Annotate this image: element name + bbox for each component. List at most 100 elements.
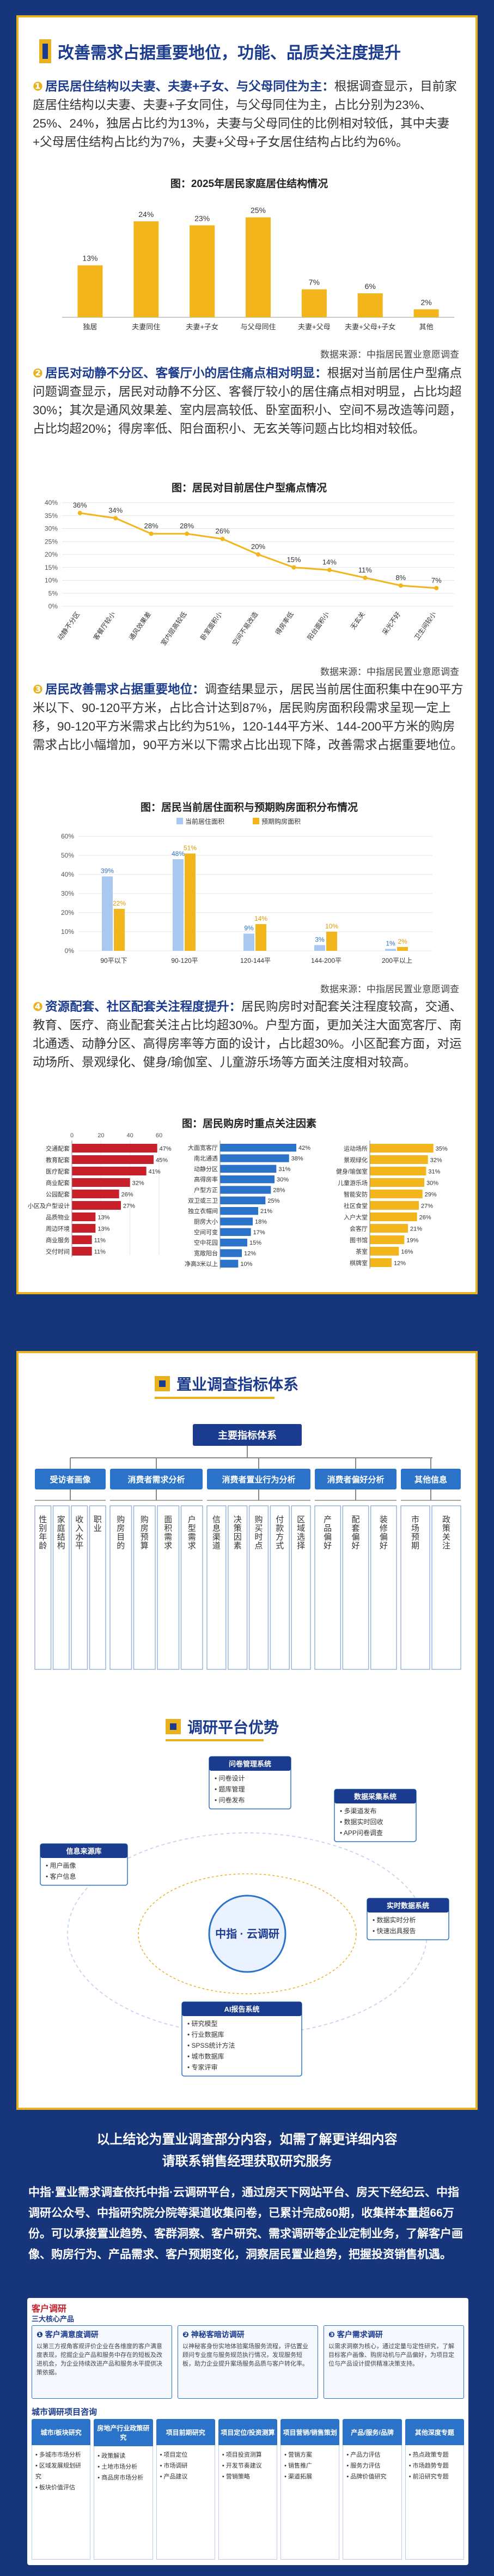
data-label: 42%: [298, 1145, 310, 1151]
x-tick-label: 40: [127, 1132, 133, 1139]
data-label: 14%: [322, 558, 337, 566]
item-node-label: 面: [164, 1515, 172, 1524]
item-node-label: 装: [380, 1515, 388, 1524]
indicator-heading: 置业调查指标体系: [155, 1373, 298, 1395]
center-node: [208, 1895, 286, 1973]
advantage-heading: 调研平台优势: [166, 1716, 279, 1738]
item-node: [314, 1505, 341, 1670]
x-tick-label: 室内层高较低: [159, 610, 188, 647]
bar: [357, 293, 383, 317]
y-tick-label: 独立衣帽间: [188, 1207, 218, 1215]
data-platform-node-header: [334, 1789, 416, 1803]
group-node-label: 受访者画像: [50, 1475, 91, 1485]
y-tick-label: 50%: [61, 852, 74, 859]
y-tick-label: 40%: [45, 499, 58, 506]
item-node-label: 求: [164, 1541, 172, 1551]
product-card-text: 以需求洞察为核心，通过定量与定性研究，了解目标客户画像、购房动机与产品偏好，为项…: [328, 2343, 454, 2367]
bar: [220, 1175, 275, 1184]
data-label: 9%: [244, 925, 254, 932]
y-tick-label: 25%: [45, 538, 58, 545]
item-node-label: 因: [234, 1533, 242, 1542]
service-description: 中指·置业需求调查依托中指·云调研平台，通过房天下网站平台、房天下经纪云、中指调…: [28, 2186, 463, 2261]
y-tick-label: 商业配套: [46, 1179, 70, 1186]
data-point: [327, 568, 332, 572]
data-point: [256, 552, 260, 557]
item-node-label: 目: [117, 1533, 125, 1542]
x-tick-label: 90平以下: [100, 957, 127, 964]
data-label: 26%: [121, 1191, 133, 1198]
item-node-label: 购: [141, 1515, 149, 1524]
x-tick-label: 独居: [83, 323, 97, 331]
item-node-label: 房: [141, 1524, 149, 1533]
column-body: • 多城市市场分析 • 区域发展规划研究 • 板块价值评估: [32, 2445, 91, 2560]
realtime-node-item: • 快速出具报告: [373, 1927, 416, 1935]
column-header: 项目前期研究: [156, 2419, 215, 2445]
item-node: [157, 1505, 180, 1670]
bar: [72, 1167, 147, 1175]
city-research-column: 城市/板块研究 • 多城市市场分析 • 区域发展规划研究 • 板块价值评估: [32, 2419, 91, 2560]
item-node-label: 场: [411, 1524, 419, 1533]
bar: [114, 909, 125, 951]
y-tick-label: 公园配套: [46, 1191, 70, 1198]
products-subtitle: 三大核心产品: [32, 2315, 75, 2323]
cta-line: 请联系销售经理获取研究服务: [162, 2154, 332, 2169]
group-node-label: 消费者需求分析: [127, 1475, 185, 1485]
data-label: 8%: [395, 574, 406, 582]
ai-report-node-item: • 城市数据库: [187, 2052, 224, 2060]
x-tick-label: 与父母同住: [240, 323, 276, 331]
paragraph-heading: 居民对动静不分区、客餐厅小的居住痛点相对明显：: [45, 366, 327, 380]
title-badge-icon: [39, 39, 51, 63]
y-tick-label: 户型方正: [194, 1186, 218, 1193]
data-label: 51%: [184, 844, 197, 852]
column-item: • 商品房市场分析: [97, 2475, 144, 2481]
item-node-label: 职: [94, 1515, 102, 1524]
ai-report-node-item: • 行业数据库: [187, 2030, 224, 2038]
bullet-icon: ❸: [33, 683, 44, 696]
column-item: • 热点政策专题: [408, 2452, 449, 2458]
inner-ring: [138, 1873, 357, 1994]
data-point: [77, 511, 82, 515]
questionnaire-node-item: • 题库管理: [215, 1785, 245, 1793]
x-tick-label: 夫妻+父母: [298, 323, 331, 331]
data-label: 39%: [101, 867, 114, 875]
paragraph-text: 根据对当前居住户型痛点问题调查显示，居民对动静不分区、客餐厅较小的居住痛点相对明…: [33, 366, 462, 436]
item-node: [89, 1505, 106, 1670]
data-label: 28%: [180, 522, 194, 530]
item-node-label: 别: [39, 1524, 47, 1533]
y-tick-label: 景观绿化: [344, 1156, 368, 1163]
ai-report-node-title: AI报告系统: [224, 2005, 259, 2013]
column-body: • 政策解读 • 土地市场分析 • 商品房市场分析: [94, 2446, 153, 2560]
item-node-label: 素: [234, 1541, 242, 1551]
x-tick-label: 无玄关: [349, 610, 367, 631]
client-research-title: 客户调研: [32, 2304, 67, 2314]
group-node-label: 消费者偏好分析: [327, 1475, 384, 1485]
data-label: 41%: [149, 1168, 161, 1175]
heading-underline: [166, 1739, 264, 1741]
data-label: 32%: [430, 1157, 442, 1163]
data-label: 28%: [144, 522, 158, 530]
y-tick-label: 入户大堂: [344, 1213, 368, 1221]
data-label: 13%: [97, 1214, 109, 1221]
y-tick-label: 品质物业: [46, 1213, 70, 1221]
item-node-label: 期: [411, 1541, 419, 1551]
indicator-title: 置业调查指标体系: [176, 1376, 299, 1393]
column-header: 城市/板块研究: [32, 2419, 91, 2445]
item-node-label: 业: [94, 1524, 102, 1533]
bar: [370, 1144, 434, 1153]
y-tick-label: 周边环境: [46, 1224, 70, 1232]
x-tick-label: 夫妻+父母+子女: [345, 323, 395, 331]
column-item: • 营销方案: [284, 2452, 313, 2458]
product-card-text: 以第三方视角客观评价企业在各维度的客户满意度表现，挖掘企业产品和服务中存在的短板…: [36, 2343, 162, 2376]
section-title-bar: 改善需求占据重要地位，功能、品质关注度提升: [39, 36, 459, 67]
group-node: [35, 1469, 106, 1489]
y-tick-label: 大面宽客厅: [188, 1144, 218, 1151]
questionnaire-node-header: [209, 1757, 291, 1771]
y-tick-label: 40%: [61, 871, 74, 878]
data-label: 31%: [278, 1166, 290, 1173]
bar: [220, 1228, 251, 1236]
bullet-icon: ❷: [33, 366, 44, 380]
data-label: 36%: [73, 501, 87, 509]
data-point: [113, 516, 118, 521]
item-node-label: 平: [75, 1541, 83, 1551]
item-node: [206, 1505, 227, 1670]
